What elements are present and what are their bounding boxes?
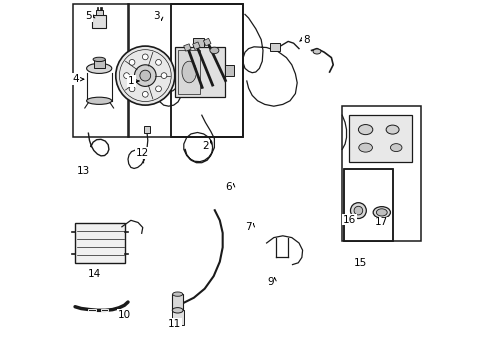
Ellipse shape xyxy=(359,143,372,152)
Ellipse shape xyxy=(391,144,402,152)
Ellipse shape xyxy=(373,207,391,218)
Circle shape xyxy=(143,54,148,60)
Text: 7: 7 xyxy=(245,222,252,232)
Circle shape xyxy=(116,46,175,105)
Text: 3: 3 xyxy=(153,11,160,21)
Ellipse shape xyxy=(386,125,399,134)
Text: 13: 13 xyxy=(77,166,90,176)
Bar xyxy=(270,43,280,51)
Ellipse shape xyxy=(182,61,196,83)
Text: 10: 10 xyxy=(118,310,131,320)
Circle shape xyxy=(129,59,135,65)
Bar xyxy=(344,169,392,241)
Text: 2: 2 xyxy=(202,141,209,151)
Bar xyxy=(73,4,129,137)
Bar xyxy=(344,169,392,241)
Bar xyxy=(94,59,104,68)
Bar xyxy=(178,50,200,94)
Text: 8: 8 xyxy=(303,35,310,45)
Bar xyxy=(193,42,200,49)
Text: 5: 5 xyxy=(85,11,92,21)
Text: 9: 9 xyxy=(267,276,273,287)
Ellipse shape xyxy=(93,57,105,62)
Bar xyxy=(225,65,234,76)
Ellipse shape xyxy=(313,49,321,54)
Ellipse shape xyxy=(172,307,183,313)
Text: 14: 14 xyxy=(88,269,101,279)
Text: 16: 16 xyxy=(343,215,356,225)
Bar xyxy=(97,7,98,10)
Bar xyxy=(100,7,102,10)
Circle shape xyxy=(140,70,151,81)
Bar xyxy=(193,38,204,47)
Ellipse shape xyxy=(172,292,183,296)
Bar xyxy=(75,223,125,263)
Bar xyxy=(144,126,150,133)
Text: 15: 15 xyxy=(354,258,367,268)
Circle shape xyxy=(129,86,135,92)
Bar xyxy=(171,4,243,137)
Circle shape xyxy=(350,203,367,219)
Circle shape xyxy=(134,65,156,86)
Ellipse shape xyxy=(376,209,387,216)
Bar xyxy=(342,106,421,241)
Circle shape xyxy=(156,59,161,65)
Bar xyxy=(92,15,106,28)
Circle shape xyxy=(143,91,148,97)
Bar xyxy=(175,47,225,97)
Bar xyxy=(171,4,243,137)
Bar xyxy=(96,10,103,15)
Bar xyxy=(349,115,413,162)
Bar xyxy=(172,294,183,310)
Ellipse shape xyxy=(210,47,219,54)
Ellipse shape xyxy=(87,63,112,73)
Circle shape xyxy=(161,73,167,78)
Ellipse shape xyxy=(358,125,373,135)
Text: 4: 4 xyxy=(73,74,79,84)
Bar xyxy=(172,310,184,325)
Text: 17: 17 xyxy=(375,217,389,228)
Circle shape xyxy=(156,86,161,92)
Circle shape xyxy=(354,206,363,215)
Bar xyxy=(128,4,243,137)
Circle shape xyxy=(123,73,129,78)
Bar xyxy=(184,44,191,51)
Bar xyxy=(203,38,211,46)
Text: 11: 11 xyxy=(168,319,181,329)
Ellipse shape xyxy=(87,97,112,104)
Text: 6: 6 xyxy=(225,182,232,192)
Text: 12: 12 xyxy=(136,148,149,158)
Text: 1: 1 xyxy=(128,76,135,86)
